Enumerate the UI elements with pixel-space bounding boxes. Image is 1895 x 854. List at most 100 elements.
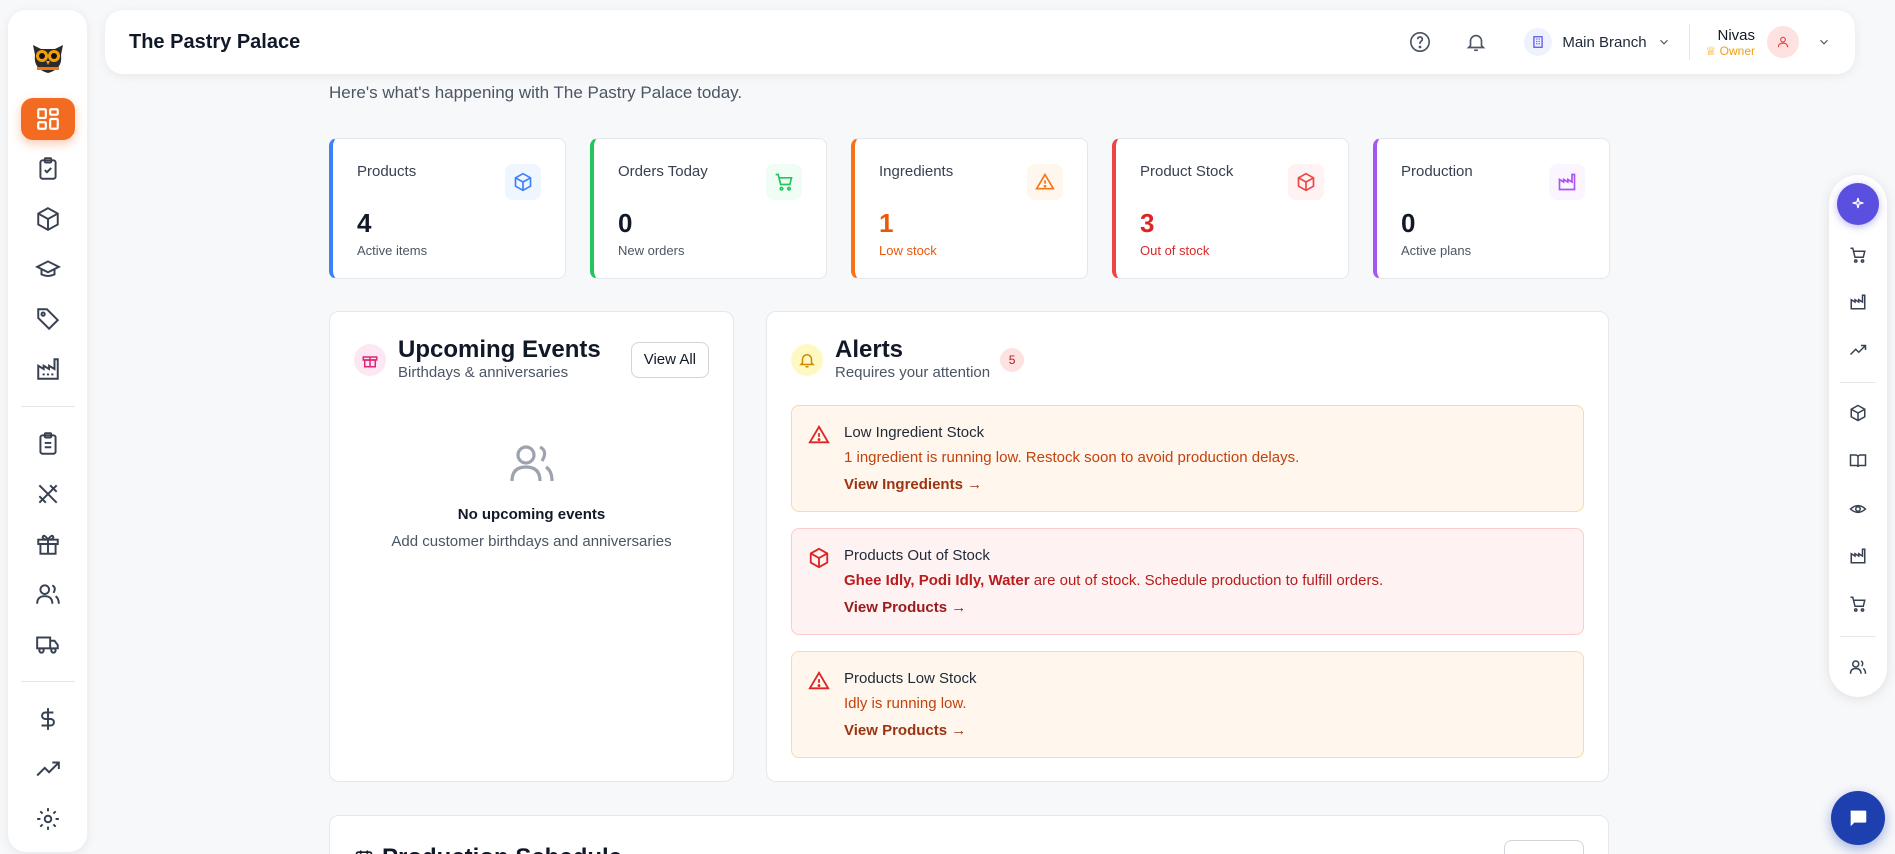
chat-icon bbox=[1850, 810, 1867, 827]
quick-actions-rail bbox=[1829, 175, 1887, 697]
alert-item: Low Ingredient Stock 1 ingredient is run… bbox=[791, 405, 1584, 512]
rail-divider bbox=[1840, 382, 1876, 384]
factory-icon bbox=[1850, 294, 1866, 310]
stat-value: 0 bbox=[618, 208, 633, 238]
alert-message: Ghee Idly, Podi Idly, Water are out of s… bbox=[844, 572, 1384, 589]
stat-card-ingredients[interactable]: Ingredients 1 Low stock bbox=[851, 138, 1088, 279]
truck-icon bbox=[35, 636, 59, 654]
gear-icon bbox=[36, 808, 59, 830]
production-title: Production Schedule bbox=[382, 844, 622, 854]
stat-cards: Products 4 Active items Orders Today 0 N… bbox=[329, 138, 1610, 279]
nav-events-button[interactable] bbox=[21, 523, 75, 565]
help-icon bbox=[1410, 32, 1431, 52]
gift-icon bbox=[36, 534, 59, 555]
nav-kitchen-button[interactable] bbox=[21, 473, 75, 515]
sidebar bbox=[8, 10, 87, 852]
alert-title: Products Out of Stock bbox=[844, 547, 990, 564]
branch-label: Main Branch bbox=[1562, 33, 1647, 51]
sparkles-button[interactable] bbox=[1837, 183, 1879, 225]
box-icon bbox=[36, 207, 59, 231]
rail-customers-button[interactable] bbox=[1838, 649, 1878, 685]
user-menu[interactable]: Nivas ♕ Owner bbox=[1706, 26, 1831, 58]
box-icon bbox=[505, 164, 541, 200]
stat-card-orders[interactable]: Orders Today 0 New orders bbox=[590, 138, 827, 279]
gift-icon bbox=[354, 343, 386, 376]
warning-icon bbox=[808, 670, 830, 697]
user-role: ♕ Owner bbox=[1705, 43, 1755, 58]
factory-icon bbox=[36, 358, 59, 380]
rail-view-button[interactable] bbox=[1838, 491, 1878, 527]
view-products-link[interactable]: View Products → bbox=[844, 722, 967, 739]
stat-sub: New orders bbox=[618, 243, 685, 258]
nav-customers-button[interactable] bbox=[21, 573, 75, 615]
box-icon bbox=[1850, 404, 1866, 422]
nav-chef-button[interactable] bbox=[21, 248, 75, 290]
production-schedule-card: Production Schedule bbox=[329, 815, 1609, 854]
top-bar: The Pastry Palace Main Branch Nivas ♕ Ow… bbox=[105, 10, 1855, 74]
view-ingredients-link[interactable]: View Ingredients → bbox=[844, 476, 983, 493]
cart-icon bbox=[1850, 596, 1866, 613]
eye-icon bbox=[1849, 504, 1867, 513]
alert-message: 1 ingredient is running low. Restock soo… bbox=[844, 449, 1300, 466]
nav-recipes-button[interactable] bbox=[21, 423, 75, 465]
nav-settings-button[interactable] bbox=[21, 798, 75, 840]
notifications-button[interactable] bbox=[1456, 22, 1496, 62]
branch-selector[interactable]: Main Branch bbox=[1524, 24, 1690, 60]
dashboard-icon bbox=[36, 108, 59, 130]
stat-card-product-stock[interactable]: Product Stock 3 Out of stock bbox=[1112, 138, 1349, 279]
dollar-icon bbox=[40, 708, 55, 730]
rail-orders-button[interactable] bbox=[1838, 586, 1878, 622]
warning-icon bbox=[808, 424, 830, 451]
bell-icon bbox=[791, 343, 823, 376]
utensils-crossed-icon bbox=[38, 484, 57, 504]
nav-products-button[interactable] bbox=[21, 198, 75, 240]
clipboard-list-icon bbox=[38, 432, 57, 455]
nav-reports-button[interactable] bbox=[21, 748, 75, 790]
users-icon bbox=[330, 439, 733, 492]
nav-tags-button[interactable] bbox=[21, 298, 75, 340]
alert-item: Products Out of Stock Ghee Idly, Podi Id… bbox=[791, 528, 1584, 635]
chevron-down-icon bbox=[1820, 39, 1828, 45]
nav-dashboard-button[interactable] bbox=[20, 98, 75, 140]
topbar-actions: Main Branch Nivas ♕ Owner bbox=[1384, 22, 1831, 62]
view-all-button[interactable]: View All bbox=[630, 341, 709, 378]
nav-divider bbox=[20, 406, 75, 407]
empty-title: No upcoming events bbox=[457, 506, 606, 523]
cart-icon bbox=[1850, 247, 1866, 263]
production-action-button[interactable] bbox=[1504, 840, 1584, 854]
view-products-link[interactable]: View Products → bbox=[844, 599, 967, 616]
sparkles-icon bbox=[1852, 197, 1864, 209]
book-open-icon bbox=[1849, 454, 1867, 467]
events-subtitle: Birthdays & anniversaries bbox=[398, 364, 569, 381]
chat-button[interactable] bbox=[1831, 791, 1885, 845]
rail-products-button[interactable] bbox=[1838, 395, 1878, 431]
help-button[interactable] bbox=[1400, 22, 1440, 62]
events-empty-state: No upcoming events Add customer birthday… bbox=[330, 439, 733, 550]
stat-sub: Out of stock bbox=[1140, 243, 1210, 258]
owl-logo[interactable] bbox=[28, 38, 68, 78]
avatar[interactable] bbox=[1767, 26, 1799, 58]
nav-delivery-button[interactable] bbox=[21, 623, 75, 665]
stat-sub: Low stock bbox=[879, 243, 937, 258]
box-icon bbox=[808, 547, 830, 574]
nav-production-button[interactable] bbox=[21, 348, 75, 390]
stat-card-products[interactable]: Products 4 Active items bbox=[329, 138, 566, 279]
stat-sub: Active plans bbox=[1401, 243, 1472, 258]
rail-production-button[interactable] bbox=[1838, 285, 1878, 321]
alerts-subtitle: Requires your attention bbox=[835, 364, 991, 381]
stat-card-production[interactable]: Production 0 Active plans bbox=[1373, 138, 1610, 279]
alert-message: Idly is running low. bbox=[844, 695, 967, 712]
users-icon bbox=[1849, 660, 1867, 674]
stat-label: Product Stock bbox=[1140, 163, 1234, 180]
trending-up-icon bbox=[35, 761, 60, 777]
calendar-icon bbox=[355, 850, 373, 854]
rail-factory-button[interactable] bbox=[1838, 539, 1878, 575]
rail-trends-button[interactable] bbox=[1838, 332, 1878, 368]
nav-orders-button[interactable] bbox=[21, 148, 75, 190]
factory-icon bbox=[1850, 548, 1866, 564]
rail-divider bbox=[1840, 636, 1876, 638]
box-icon bbox=[1288, 164, 1324, 200]
rail-recipes-button[interactable] bbox=[1838, 443, 1878, 479]
nav-finance-button[interactable] bbox=[21, 698, 75, 740]
rail-cart-button[interactable] bbox=[1838, 237, 1878, 273]
